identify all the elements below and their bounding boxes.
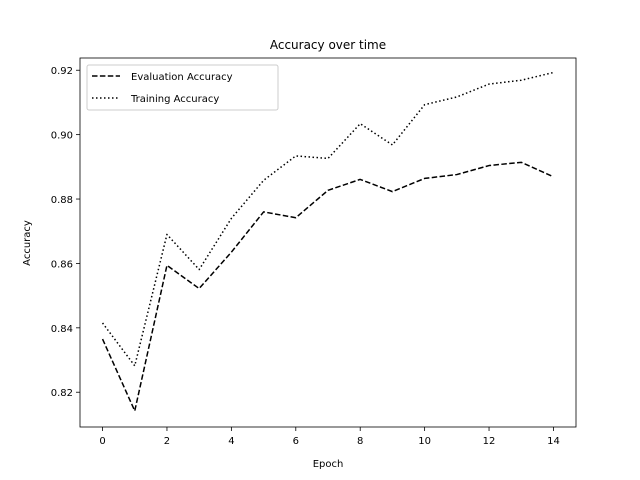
x-tick-label: 6 [293,436,299,447]
series-line [101,161,554,412]
y-axis-label: Accuracy [22,220,33,266]
x-tick-label: 8 [357,436,363,447]
y-tick-label: 0.88 [51,195,73,206]
x-tick-label: 0 [99,436,105,447]
x-axis-label: Epoch [313,459,344,470]
legend: Evaluation Accuracy Training Accuracy [86,64,279,111]
x-tick-label: 2 [164,436,170,447]
y-tick-label: 0.92 [51,66,73,77]
legend-label: Training Accuracy [130,94,219,105]
y-tick-label: 0.90 [51,131,73,142]
y-tick-label: 0.86 [51,259,73,270]
y-axis-ticks: 0.82 0.84 0.86 0.88 0.90 0.92 [51,66,80,399]
legend-box [86,64,279,111]
y-tick-label: 0.84 [51,324,73,335]
x-tick-label: 4 [228,436,234,447]
x-tick-label: 10 [418,436,431,447]
x-axis-ticks: 0 2 4 6 8 10 12 14 [99,427,560,447]
legend-label: Evaluation Accuracy [131,72,233,83]
series-line [101,71,554,367]
x-tick-label: 12 [483,436,496,447]
y-tick-label: 0.82 [51,388,73,399]
x-tick-label: 14 [547,436,560,447]
series-layer [101,71,554,412]
plot-frame [79,57,577,428]
chart-title: Accuracy over time [270,38,386,52]
